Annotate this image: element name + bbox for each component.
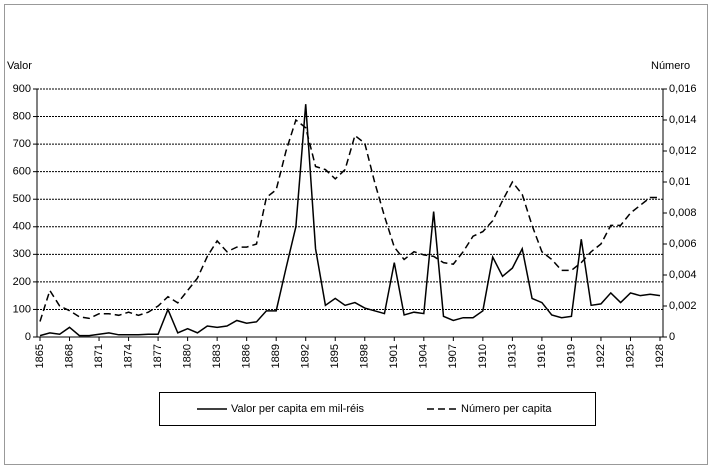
y2-tick-label: 0,016 bbox=[669, 83, 697, 95]
x-tick-label: 1892 bbox=[300, 344, 312, 368]
y-tick-label: 500 bbox=[13, 193, 31, 205]
x-tick-label: 1865 bbox=[34, 344, 46, 368]
y-tick-label: 200 bbox=[13, 276, 31, 288]
x-tick-label: 1916 bbox=[536, 344, 548, 368]
y-tick-label: 300 bbox=[13, 248, 31, 260]
x-tick-label: 1910 bbox=[477, 344, 489, 368]
y-tick-label: 400 bbox=[13, 221, 31, 233]
x-tick-label: 1898 bbox=[359, 344, 371, 368]
series-line bbox=[39, 104, 661, 337]
x-tick-label: 1874 bbox=[122, 344, 134, 368]
y2-tick-label: 0,012 bbox=[669, 145, 697, 157]
y2-tick-label: 0,014 bbox=[669, 114, 697, 126]
x-tick-label: 1907 bbox=[447, 344, 459, 368]
x-tick-label: 1871 bbox=[93, 344, 105, 368]
y-tick-label: 100 bbox=[13, 303, 31, 315]
y2-tick-label: 0,004 bbox=[669, 269, 697, 281]
x-tick-label: 1883 bbox=[211, 344, 223, 368]
x-tick-label: 1889 bbox=[270, 344, 282, 368]
y-tick-label: 600 bbox=[13, 166, 31, 178]
chart-frame bbox=[4, 4, 708, 465]
x-tick-label: 1928 bbox=[654, 344, 666, 368]
x-tick-label: 1895 bbox=[329, 344, 341, 368]
legend-label: Valor per capita em mil-réis bbox=[231, 403, 365, 415]
y2-tick-label: 0 bbox=[669, 331, 675, 343]
y2-tick-label: 0,008 bbox=[669, 207, 697, 219]
x-tick-label: 1922 bbox=[595, 344, 607, 368]
x-tick-label: 1880 bbox=[182, 344, 194, 368]
y2-axis-title: Número bbox=[651, 60, 690, 72]
x-tick-label: 1868 bbox=[63, 344, 75, 368]
y-tick-label: 900 bbox=[13, 83, 31, 95]
y-axis-title: Valor bbox=[7, 60, 32, 72]
y2-tick-label: 0,002 bbox=[669, 300, 697, 312]
y2-tick-label: 0,01 bbox=[669, 176, 690, 188]
x-tick-label: 1925 bbox=[624, 344, 636, 368]
x-tick-label: 1901 bbox=[388, 344, 400, 368]
y2-tick-label: 0,006 bbox=[669, 238, 697, 250]
x-tick-label: 1886 bbox=[241, 344, 253, 368]
x-tick-label: 1877 bbox=[152, 344, 164, 368]
legend-box bbox=[159, 392, 596, 426]
series-line bbox=[39, 118, 660, 322]
x-tick-label: 1904 bbox=[418, 344, 430, 368]
legend-label: Número per capita bbox=[461, 403, 552, 415]
x-tick-label: 1919 bbox=[565, 344, 577, 368]
y-tick-label: 0 bbox=[25, 331, 31, 343]
x-tick-label: 1913 bbox=[506, 344, 518, 368]
y-tick-label: 800 bbox=[13, 110, 31, 122]
y-tick-label: 700 bbox=[13, 138, 31, 150]
